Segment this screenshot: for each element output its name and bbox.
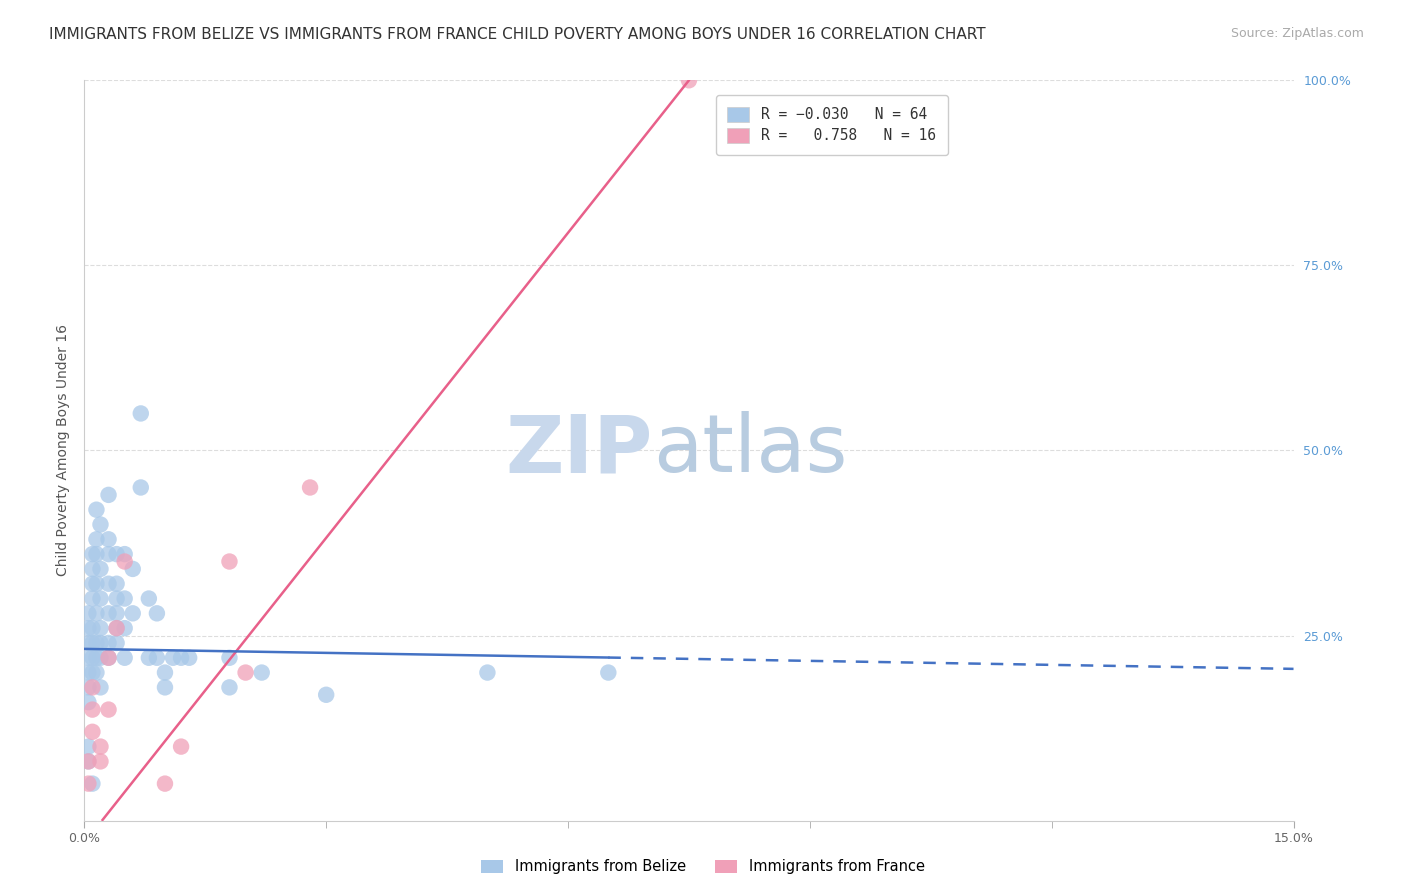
Point: [97, 607, 120, 621]
Point: [179, 650, 201, 665]
Point: [77, 755, 100, 769]
Point: [86, 636, 108, 650]
Y-axis label: Child Poverty Among Boys Under 16: Child Poverty Among Boys Under 16: [56, 325, 70, 576]
Point: [86, 547, 108, 561]
Point: [114, 547, 136, 561]
Point: [315, 688, 337, 702]
Point: [97, 650, 120, 665]
Point: [77, 650, 100, 665]
Point: [82, 621, 104, 635]
Point: [138, 591, 160, 606]
Point: [235, 665, 257, 680]
Point: [153, 776, 176, 791]
Point: [218, 681, 240, 695]
Point: [97, 547, 120, 561]
Point: [77, 695, 100, 709]
Point: [82, 636, 104, 650]
Point: [146, 650, 169, 665]
Point: [86, 533, 108, 547]
Point: [82, 681, 104, 695]
Point: [77, 607, 100, 621]
Point: [97, 576, 120, 591]
Point: [82, 650, 104, 665]
Point: [97, 533, 120, 547]
Text: IMMIGRANTS FROM BELIZE VS IMMIGRANTS FROM FRANCE CHILD POVERTY AMONG BOYS UNDER : IMMIGRANTS FROM BELIZE VS IMMIGRANTS FRO…: [49, 27, 986, 42]
Point: [138, 650, 160, 665]
Point: [97, 703, 120, 717]
Point: [598, 665, 620, 680]
Point: [77, 636, 100, 650]
Point: [105, 636, 128, 650]
Point: [89, 517, 111, 532]
Point: [77, 776, 100, 791]
Point: [121, 562, 143, 576]
Point: [121, 607, 143, 621]
Point: [86, 650, 108, 665]
Point: [82, 665, 104, 680]
Point: [82, 703, 104, 717]
Text: atlas: atlas: [652, 411, 846, 490]
Point: [89, 650, 111, 665]
Point: [82, 724, 104, 739]
Text: Source: ZipAtlas.com: Source: ZipAtlas.com: [1230, 27, 1364, 40]
Point: [114, 621, 136, 635]
Point: [250, 665, 273, 680]
Point: [89, 739, 111, 754]
Point: [299, 480, 322, 494]
Point: [114, 591, 136, 606]
Point: [86, 665, 108, 680]
Point: [218, 555, 240, 569]
Point: [105, 621, 128, 635]
Point: [77, 739, 100, 754]
Point: [105, 576, 128, 591]
Point: [89, 755, 111, 769]
Point: [89, 636, 111, 650]
Point: [153, 665, 176, 680]
Point: [129, 407, 152, 421]
Point: [89, 621, 111, 635]
Point: [89, 562, 111, 576]
Point: [82, 776, 104, 791]
Point: [678, 73, 700, 87]
Point: [146, 607, 169, 621]
Point: [114, 650, 136, 665]
Point: [105, 591, 128, 606]
Point: [477, 665, 499, 680]
Point: [77, 755, 100, 769]
Point: [218, 650, 240, 665]
Point: [77, 665, 100, 680]
Point: [82, 576, 104, 591]
Point: [77, 621, 100, 635]
Legend: R = −0.030   N = 64, R =   0.758   N = 16: R = −0.030 N = 64, R = 0.758 N = 16: [716, 95, 948, 155]
Point: [105, 547, 128, 561]
Point: [162, 650, 184, 665]
Point: [114, 555, 136, 569]
Point: [89, 681, 111, 695]
Point: [86, 576, 108, 591]
Point: [77, 681, 100, 695]
Point: [82, 562, 104, 576]
Point: [86, 502, 108, 516]
Point: [97, 650, 120, 665]
Legend: Immigrants from Belize, Immigrants from France: Immigrants from Belize, Immigrants from …: [475, 854, 931, 880]
Point: [97, 636, 120, 650]
Point: [82, 547, 104, 561]
Point: [89, 591, 111, 606]
Point: [153, 681, 176, 695]
Text: ZIP: ZIP: [505, 411, 652, 490]
Point: [97, 488, 120, 502]
Point: [105, 607, 128, 621]
Point: [129, 480, 152, 494]
Point: [82, 591, 104, 606]
Point: [170, 650, 193, 665]
Point: [86, 607, 108, 621]
Point: [170, 739, 193, 754]
Point: [105, 621, 128, 635]
